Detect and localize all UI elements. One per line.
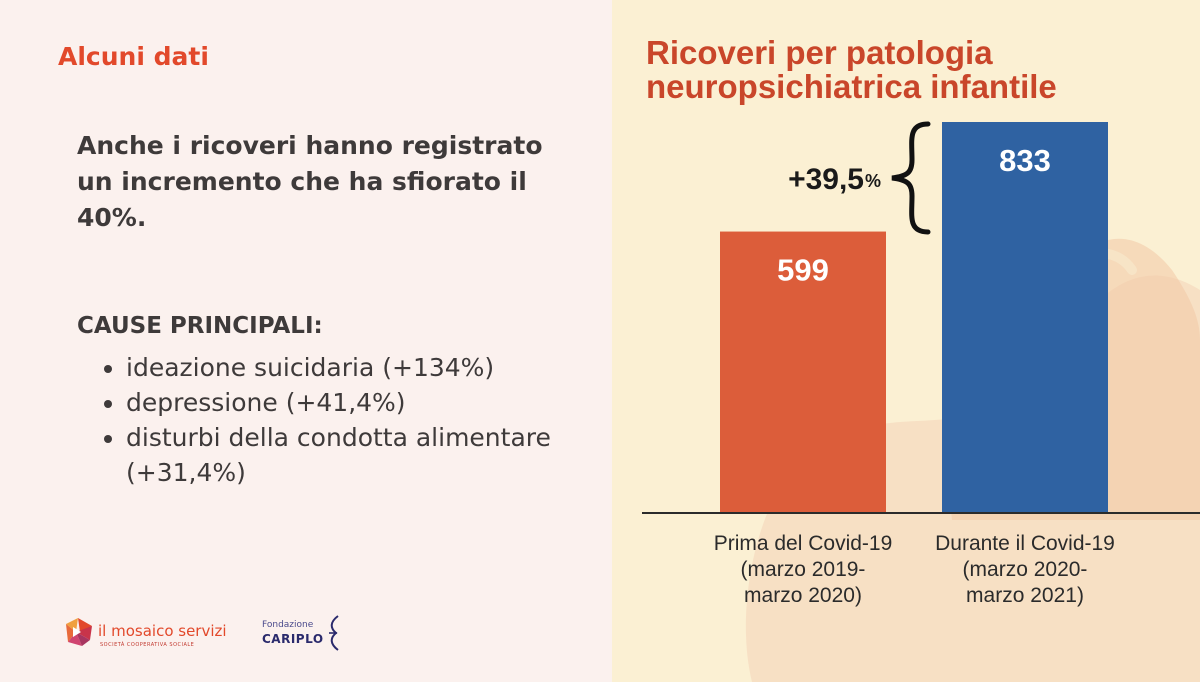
intro-text: Anche i ricoveri hanno registrato un inc… [77, 131, 543, 232]
mosaico-mark-icon [66, 618, 92, 646]
cariplo-logo: Fondazione CARIPLO [260, 614, 350, 654]
increase-annotation: +39,5 % [788, 121, 931, 235]
x-tick-label: marzo 2020) [744, 584, 862, 607]
mosaico-subtitle: SOCIETÀ COOPERATIVA SOCIALE [100, 642, 195, 648]
bar-chart: 599 833 Prima del Covid-19 (marzo 2019- mar… [642, 121, 1200, 682]
cause-item: disturbi della condotta alimentare (+31,… [126, 420, 606, 490]
bar-2 [942, 122, 1108, 512]
curly-brace-icon [891, 121, 931, 235]
cariplo-name: CARIPLO [262, 632, 324, 646]
cause-item: ideazione suicidaria (+134%) [126, 350, 606, 385]
section-title: Alcuni dati [58, 42, 209, 71]
x-tick-label: (marzo 2020- [963, 558, 1088, 581]
chart-title: Ricoveri per patologia neuropsichiatrica… [646, 34, 1057, 105]
mosaico-name: il mosaico servizi [98, 622, 227, 640]
text-panel: Alcuni dati Anche i ricoveri hanno regis… [0, 0, 612, 682]
causes-heading: CAUSE PRINCIPALI: [77, 313, 323, 339]
bar-value-label: 599 [777, 253, 829, 288]
chart-panel: 599 833 Prima del Covid-19 (marzo 2019- mar… [612, 0, 1200, 682]
bar-value-label: 833 [999, 143, 1051, 178]
causes-list: ideazione suicidaria (+134%) depressione… [100, 350, 606, 490]
x-tick-label: Prima del Covid-19 [714, 532, 893, 555]
cariplo-mark-icon [329, 615, 339, 651]
increase-value: +39,5 [788, 163, 864, 196]
x-tick-label: (marzo 2019- [741, 558, 866, 581]
cause-item: depressione (+41,4%) [126, 385, 606, 420]
mosaico-logo: il mosaico servizi SOCIETÀ COOPERATIVA S… [64, 616, 234, 656]
increase-unit: % [865, 171, 881, 191]
bar-1 [720, 231, 886, 512]
x-tick-label: marzo 2021) [966, 584, 1084, 607]
cariplo-top-text: Fondazione [262, 620, 314, 630]
x-tick-label: Durante il Covid-19 [935, 532, 1115, 555]
